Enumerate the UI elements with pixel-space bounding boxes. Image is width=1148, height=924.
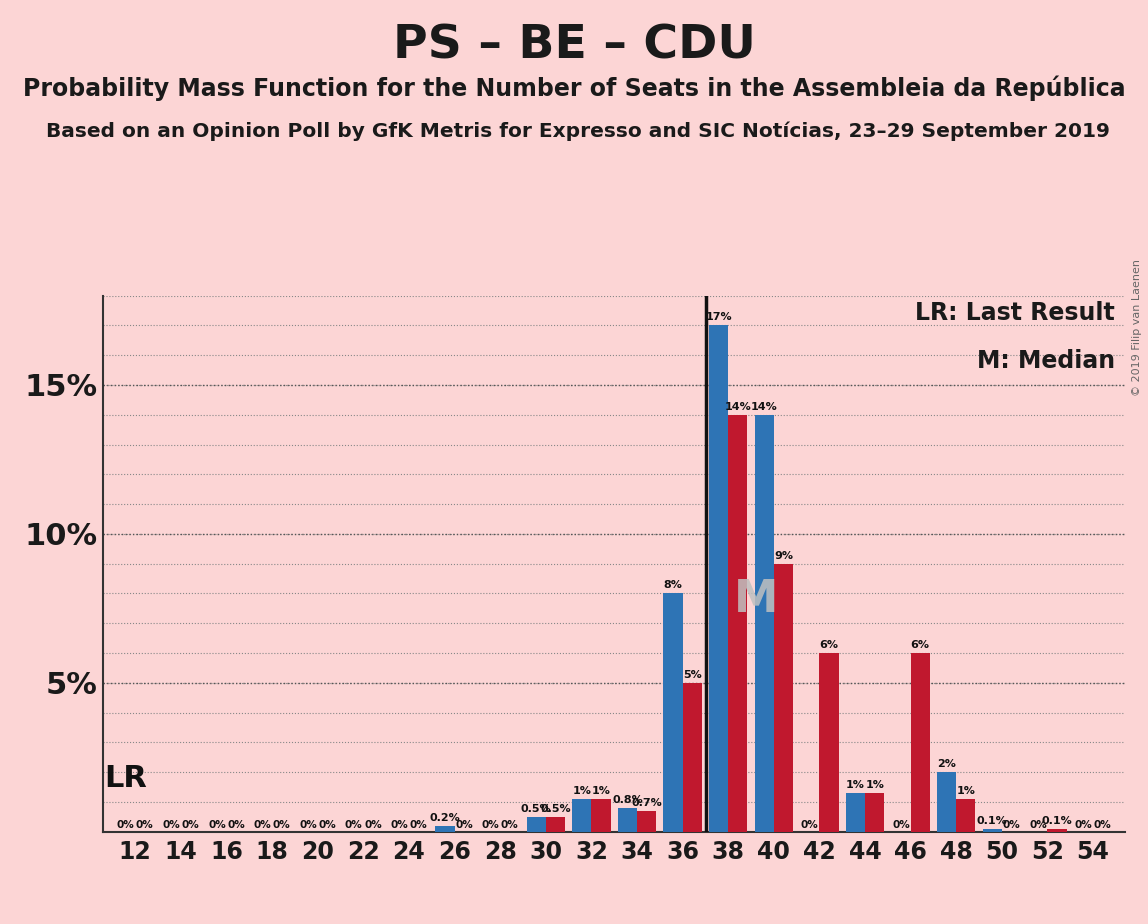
Text: 0.8%: 0.8% xyxy=(612,795,643,805)
Bar xyxy=(435,826,455,832)
Text: Probability Mass Function for the Number of Seats in the Assembleia da República: Probability Mass Function for the Number… xyxy=(23,76,1125,102)
Text: 0%: 0% xyxy=(364,821,382,830)
Bar xyxy=(754,415,774,832)
Text: 0%: 0% xyxy=(456,821,473,830)
Text: 9%: 9% xyxy=(774,551,793,561)
Bar xyxy=(956,799,976,832)
Text: 6%: 6% xyxy=(910,640,930,650)
Text: © 2019 Filip van Laenen: © 2019 Filip van Laenen xyxy=(1132,259,1142,395)
Text: M: Median: M: Median xyxy=(977,349,1115,373)
Bar xyxy=(820,653,838,832)
Text: 0%: 0% xyxy=(181,821,200,830)
Text: 0.5%: 0.5% xyxy=(540,804,571,814)
Text: 0%: 0% xyxy=(1075,821,1093,830)
Text: 8%: 8% xyxy=(664,580,682,590)
Text: 0%: 0% xyxy=(344,821,363,830)
Text: 0%: 0% xyxy=(390,821,409,830)
Bar xyxy=(846,793,866,832)
Bar xyxy=(618,808,637,832)
Bar xyxy=(937,772,956,832)
Bar xyxy=(709,325,728,832)
Text: 1%: 1% xyxy=(956,786,976,796)
Text: 1%: 1% xyxy=(846,780,864,790)
Text: Based on an Opinion Poll by GfK Metris for Expresso and SIC Notícias, 23–29 Sept: Based on an Opinion Poll by GfK Metris f… xyxy=(46,122,1110,141)
Text: 0%: 0% xyxy=(254,821,271,830)
Bar xyxy=(683,683,701,832)
Text: LR: LR xyxy=(104,764,147,793)
Text: 0%: 0% xyxy=(1094,821,1111,830)
Text: 0%: 0% xyxy=(501,821,519,830)
Bar xyxy=(527,817,545,832)
Text: 0%: 0% xyxy=(1029,821,1047,830)
Text: 0%: 0% xyxy=(117,821,134,830)
Bar xyxy=(774,564,793,832)
Text: 0%: 0% xyxy=(892,821,910,830)
Bar xyxy=(664,593,683,832)
Text: 1%: 1% xyxy=(591,786,611,796)
Text: 5%: 5% xyxy=(683,670,701,680)
Text: 0%: 0% xyxy=(273,821,290,830)
Text: 14%: 14% xyxy=(724,402,751,412)
Text: 0%: 0% xyxy=(482,821,499,830)
Text: 0.5%: 0.5% xyxy=(521,804,551,814)
Text: 0%: 0% xyxy=(208,821,226,830)
Text: 0%: 0% xyxy=(135,821,154,830)
Text: 0%: 0% xyxy=(300,821,317,830)
Text: 0.7%: 0.7% xyxy=(631,797,662,808)
Text: 1%: 1% xyxy=(573,786,591,796)
Text: 0%: 0% xyxy=(1002,821,1021,830)
Bar xyxy=(866,793,884,832)
Text: 6%: 6% xyxy=(820,640,838,650)
Bar xyxy=(591,799,611,832)
Text: 0%: 0% xyxy=(410,821,427,830)
Bar xyxy=(572,799,591,832)
Text: 0%: 0% xyxy=(318,821,336,830)
Text: 0%: 0% xyxy=(227,821,245,830)
Text: 0.1%: 0.1% xyxy=(1041,816,1072,826)
Bar xyxy=(1047,829,1066,832)
Text: M: M xyxy=(735,578,778,621)
Text: 14%: 14% xyxy=(751,402,777,412)
Text: 0.1%: 0.1% xyxy=(977,816,1008,826)
Bar xyxy=(545,817,565,832)
Text: LR: Last Result: LR: Last Result xyxy=(915,301,1115,325)
Bar xyxy=(983,829,1002,832)
Text: 17%: 17% xyxy=(705,312,732,322)
Text: PS – BE – CDU: PS – BE – CDU xyxy=(393,23,755,68)
Bar xyxy=(728,415,747,832)
Bar xyxy=(910,653,930,832)
Text: 2%: 2% xyxy=(937,760,956,769)
Text: 1%: 1% xyxy=(866,780,884,790)
Bar xyxy=(637,810,657,832)
Text: 0%: 0% xyxy=(162,821,180,830)
Text: 0.2%: 0.2% xyxy=(429,813,460,822)
Text: 0%: 0% xyxy=(801,821,819,830)
